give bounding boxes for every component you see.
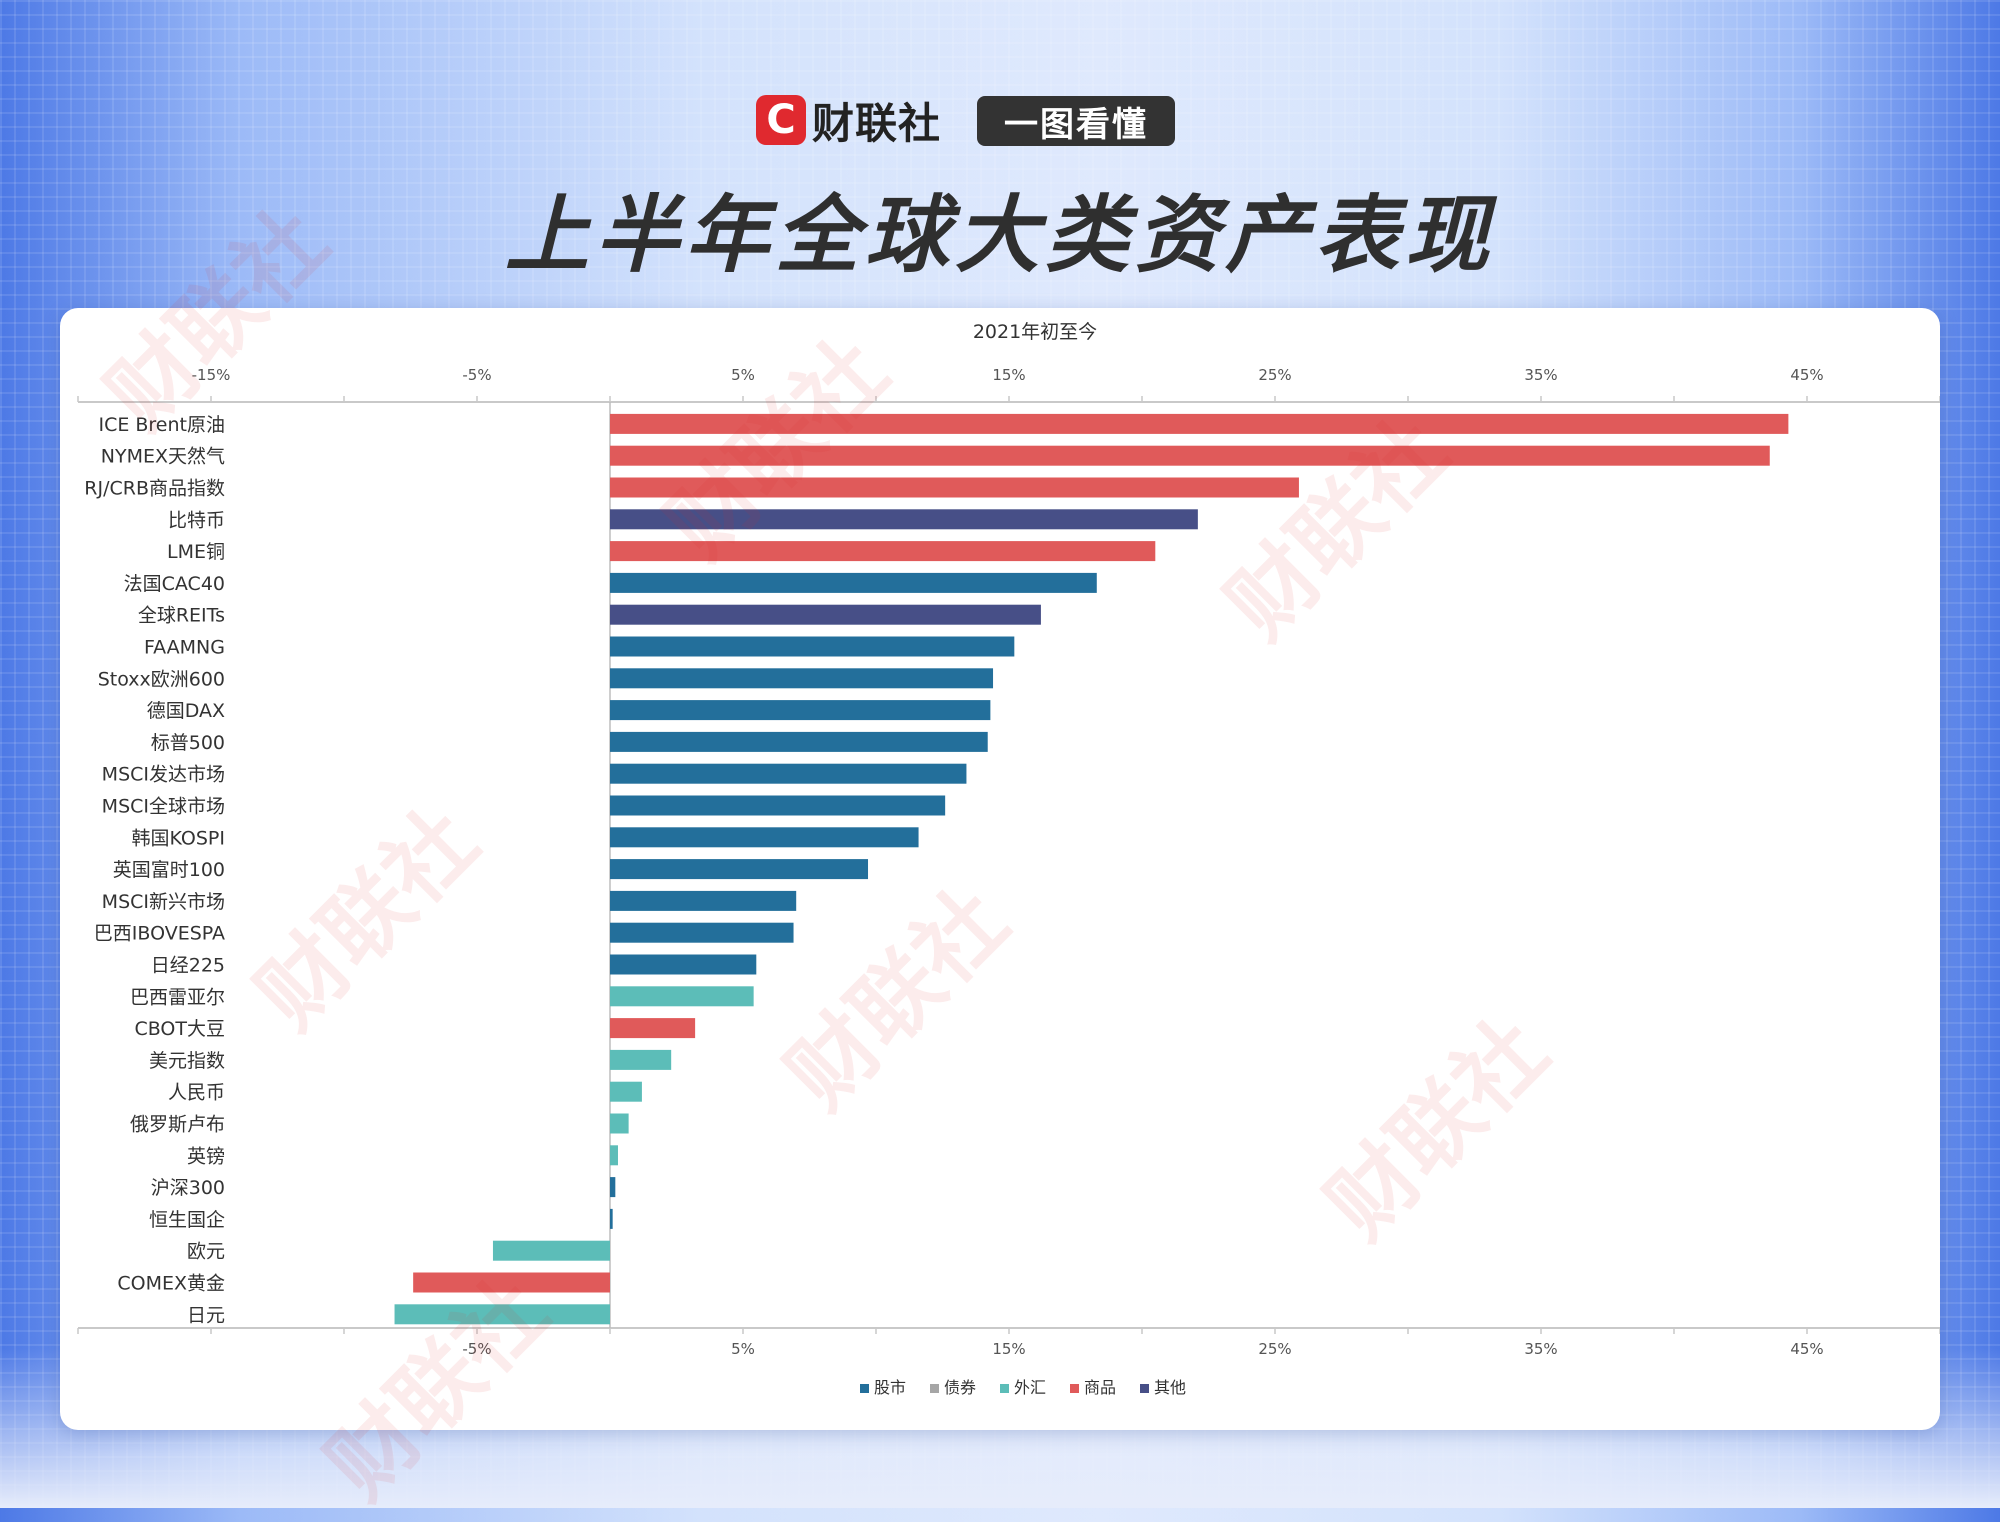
brand: C 财联社: [756, 94, 941, 148]
category-label: 德国DAX: [147, 700, 225, 722]
x-tick-label-top: 45%: [1790, 366, 1823, 384]
chart-card: 2021年初至今 -15% -5% 5% 15% 25% 35% 45% -5% 5% 15% 25%…: [60, 308, 1940, 1430]
bar: [610, 890, 797, 911]
legend-swatch: [930, 1384, 939, 1393]
bar: [610, 763, 967, 784]
bar: [610, 986, 754, 1007]
bar: [610, 1208, 613, 1229]
category-label: 全球REITs: [138, 605, 225, 627]
bar: [610, 636, 1015, 657]
bar: [610, 572, 1097, 593]
bar: [610, 731, 988, 752]
bar-chart: 2021年初至今 -15% -5% 5% 15% 25% 35% 45% -5% 5% 15% 25%…: [77, 321, 1940, 1397]
bar: [610, 541, 1156, 562]
bar: [492, 1240, 610, 1261]
bar: [610, 668, 994, 689]
category-label: 比特币: [168, 509, 225, 531]
bar: [610, 700, 991, 721]
category-label: 欧元: [187, 1241, 225, 1263]
bar: [394, 1304, 610, 1325]
x-tick-label-top: 25%: [1258, 366, 1291, 384]
bar: [610, 1081, 642, 1102]
brand-name: 财联社: [812, 98, 942, 148]
category-label: 巴西雷亚尔: [130, 986, 225, 1008]
bar: [610, 954, 757, 975]
category-label: 日元: [187, 1304, 225, 1326]
category-label: FAAMNG: [144, 637, 225, 659]
bar: [610, 922, 794, 943]
bar: [610, 1177, 616, 1198]
bar: [610, 1049, 672, 1070]
category-label: 韩国KOSPI: [132, 827, 226, 849]
bar: [610, 509, 1198, 530]
legend-swatch: [1070, 1384, 1079, 1393]
x-tick-label-top: 15%: [992, 366, 1025, 384]
legend-label: 债券: [944, 1378, 976, 1397]
bar: [610, 604, 1041, 625]
bar: [610, 827, 919, 848]
category-label: 俄罗斯卢布: [130, 1114, 225, 1136]
x-tick-label-top: -15%: [192, 366, 231, 384]
legend-label: 商品: [1084, 1378, 1116, 1397]
legend-swatch: [860, 1384, 869, 1393]
category-label: MSCI全球市场: [102, 796, 225, 818]
bar: [610, 1113, 629, 1134]
category-label: 美元指数: [149, 1050, 225, 1072]
bar: [610, 859, 869, 880]
bar: [610, 477, 1299, 498]
x-tick-label-bottom: 45%: [1790, 1340, 1823, 1358]
category-label: RJ/CRB商品指数: [84, 478, 225, 500]
category-label: 恒生国企: [149, 1209, 225, 1231]
bar: [610, 795, 946, 816]
bar: [610, 1145, 618, 1166]
category-label: CBOT大豆: [134, 1018, 225, 1040]
category-label: 日经225: [151, 955, 225, 977]
category-label: Stoxx欧洲600: [98, 668, 225, 690]
bar: [413, 1272, 610, 1293]
x-tick-label-top: 5%: [731, 366, 755, 384]
category-label: 巴西IBOVESPA: [94, 923, 225, 945]
category-label: LME铜: [167, 541, 225, 563]
legend-label: 外汇: [1014, 1378, 1046, 1397]
legend-swatch: [1000, 1384, 1009, 1393]
category-label: 英镑: [187, 1145, 225, 1167]
chart-title: 2021年初至今: [973, 321, 1097, 343]
x-tick-label-bottom: -5%: [462, 1340, 491, 1358]
bar: [610, 1018, 696, 1039]
category-label: 法国CAC40: [124, 573, 225, 595]
x-tick-label-bottom: 25%: [1258, 1340, 1291, 1358]
legend-label: 其他: [1154, 1378, 1186, 1397]
category-label: 人民币: [168, 1082, 225, 1104]
brand-logo-icon: C: [756, 95, 806, 145]
category-label: 英国富时100: [113, 859, 225, 881]
legend-label: 股市: [874, 1378, 906, 1397]
page-title: 上半年全球大类资产表现: [504, 186, 1495, 284]
x-tick-label-top: -5%: [462, 366, 491, 384]
brand-tag: 一图看懂: [977, 96, 1175, 146]
bar: [610, 413, 1789, 434]
category-label: COMEX黄金: [117, 1273, 225, 1295]
category-label: MSCI发达市场: [102, 764, 225, 786]
x-tick-label-bottom: 15%: [992, 1340, 1025, 1358]
category-label: 标普500: [151, 732, 225, 754]
x-tick-label-top: 35%: [1524, 366, 1557, 384]
legend-swatch: [1140, 1384, 1149, 1393]
bar: [610, 445, 1770, 466]
category-label: ICE Brent原油: [98, 414, 225, 436]
category-label: 沪深300: [151, 1177, 225, 1199]
category-label: NYMEX天然气: [101, 446, 225, 468]
x-tick-label-bottom: 35%: [1524, 1340, 1557, 1358]
x-tick-label-bottom: 5%: [731, 1340, 755, 1358]
category-label: MSCI新兴市场: [102, 891, 225, 913]
